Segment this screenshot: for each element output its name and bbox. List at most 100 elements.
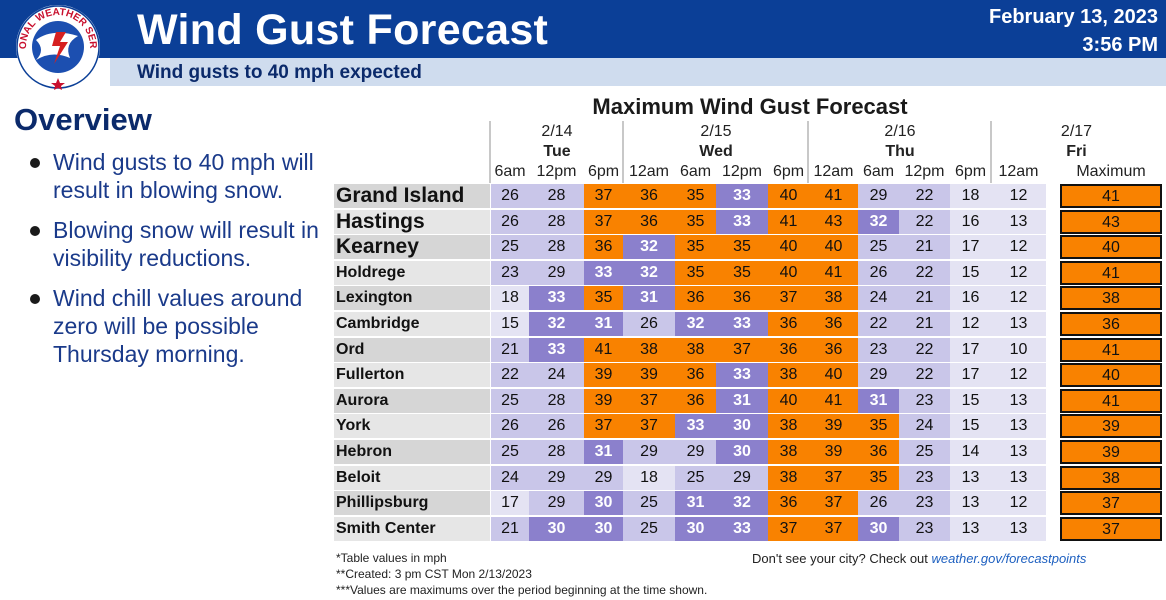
gust-cell: 38	[809, 286, 858, 311]
subtitle-bar	[110, 58, 1166, 86]
gust-cell: 13	[991, 388, 1046, 413]
city-name: Phillipsburg	[334, 491, 490, 516]
gust-cell: 26	[491, 184, 529, 208]
gust-cell: 37	[809, 491, 858, 516]
gust-cell: 29	[858, 184, 899, 208]
gust-cell: 15	[950, 388, 991, 413]
max-gust-cell: 40	[1060, 363, 1162, 388]
gust-cell: 33	[675, 414, 716, 439]
gust-cell: 30	[584, 491, 623, 516]
gust-cell: 37	[584, 209, 623, 234]
max-gust-cell: 41	[1060, 260, 1162, 285]
gust-cell: 36	[675, 286, 716, 311]
max-gust-cell: 41	[1060, 184, 1162, 208]
gust-cell: 25	[491, 235, 529, 260]
gust-cell: 37	[768, 286, 809, 311]
gust-cell: 23	[491, 260, 529, 285]
gust-cell: 35	[716, 260, 768, 285]
gust-cell: 41	[809, 260, 858, 285]
overview-bullets: Wind gusts to 40 mph will result in blow…	[30, 148, 330, 380]
gust-cell: 37	[716, 337, 768, 362]
gust-cell: 17	[950, 235, 991, 260]
gust-cell: 17	[491, 491, 529, 516]
gust-cell: 43	[809, 209, 858, 234]
gust-cell: 14	[950, 440, 991, 464]
gust-cell: 35	[858, 414, 899, 439]
gust-cell: 18	[623, 465, 675, 490]
city-name: York	[334, 414, 490, 439]
gust-cell: 12	[991, 286, 1046, 311]
gust-cell: 25	[899, 440, 950, 464]
gust-cell: 33	[716, 209, 768, 234]
forecastpoints-link[interactable]: weather.gov/forecastpoints	[931, 551, 1087, 566]
gust-cell: 40	[768, 388, 809, 413]
gust-cell: 30	[716, 414, 768, 439]
gust-cell: 12	[991, 235, 1046, 260]
gust-cell: 17	[950, 337, 991, 362]
gust-cell: 29	[858, 363, 899, 388]
gust-cell: 16	[950, 286, 991, 311]
city-name: Ord	[334, 337, 490, 362]
gust-cell: 37	[584, 414, 623, 439]
table-title: Maximum Wind Gust Forecast	[592, 94, 908, 119]
city-name: Holdrege	[334, 260, 490, 285]
gust-cell: 13	[950, 465, 991, 490]
max-gust-cell: 36	[1060, 312, 1162, 336]
time-header: 6am	[494, 163, 526, 180]
gust-cell: 31	[675, 491, 716, 516]
gust-cell: 32	[623, 235, 675, 260]
gust-cell: 38	[768, 414, 809, 439]
day-divider	[622, 121, 624, 183]
time-header: 12pm	[536, 163, 577, 180]
gust-cell: 22	[899, 184, 950, 208]
max-gust-cell: 41	[1060, 337, 1162, 362]
gust-cell: 26	[858, 260, 899, 285]
max-gust-cell: 37	[1060, 516, 1162, 541]
gust-cell: 38	[675, 337, 716, 362]
gust-cell: 24	[529, 363, 584, 388]
gust-cell: 41	[809, 184, 858, 208]
bullet-item: Wind chill values around zero will be po…	[30, 284, 330, 368]
footnote-created: **Created: 3 pm CST Mon 2/13/2023	[336, 567, 532, 581]
issue-date: February 13, 2023	[989, 6, 1158, 28]
bullet-item: Wind gusts to 40 mph will result in blow…	[30, 148, 330, 204]
gust-cell: 38	[768, 440, 809, 464]
gust-cell: 10	[991, 337, 1046, 362]
gust-cell: 13	[991, 209, 1046, 234]
gust-cell: 38	[768, 363, 809, 388]
gust-cell: 15	[950, 260, 991, 285]
gust-cell: 32	[529, 312, 584, 336]
gust-cell: 37	[809, 465, 858, 490]
gust-cell: 41	[809, 388, 858, 413]
gust-cell: 13	[950, 491, 991, 516]
gust-cell: 36	[584, 235, 623, 260]
day-group-day: Fri	[1066, 143, 1087, 160]
gust-cell: 25	[623, 516, 675, 541]
gust-cell: 35	[584, 286, 623, 311]
gust-cell: 29	[623, 440, 675, 464]
gust-cell: 23	[858, 337, 899, 362]
gust-cell: 13	[991, 516, 1046, 541]
gust-cell: 28	[529, 209, 584, 234]
time-header: 6am	[862, 163, 895, 180]
time-header: 6pm	[587, 163, 620, 180]
gust-cell: 36	[858, 440, 899, 464]
gust-cell: 24	[858, 286, 899, 311]
footnote-units: *Table values in mph	[336, 551, 447, 565]
gust-cell: 32	[675, 312, 716, 336]
city-name: Cambridge	[334, 312, 490, 336]
gust-cell: 13	[991, 414, 1046, 439]
day-group-day: Thu	[885, 143, 915, 160]
gust-cell: 35	[858, 465, 899, 490]
gust-cell: 30	[584, 516, 623, 541]
gust-cell: 21	[491, 516, 529, 541]
gust-cell: 28	[529, 184, 584, 208]
max-gust-cell: 38	[1060, 286, 1162, 311]
gust-cell: 17	[950, 363, 991, 388]
day-group-day: Wed	[699, 143, 733, 160]
gust-cell: 28	[529, 440, 584, 464]
gust-cell: 35	[675, 260, 716, 285]
city-name: Smith Center	[334, 516, 490, 541]
day-group-date: 2/16	[884, 123, 916, 140]
gust-cell: 40	[768, 184, 809, 208]
